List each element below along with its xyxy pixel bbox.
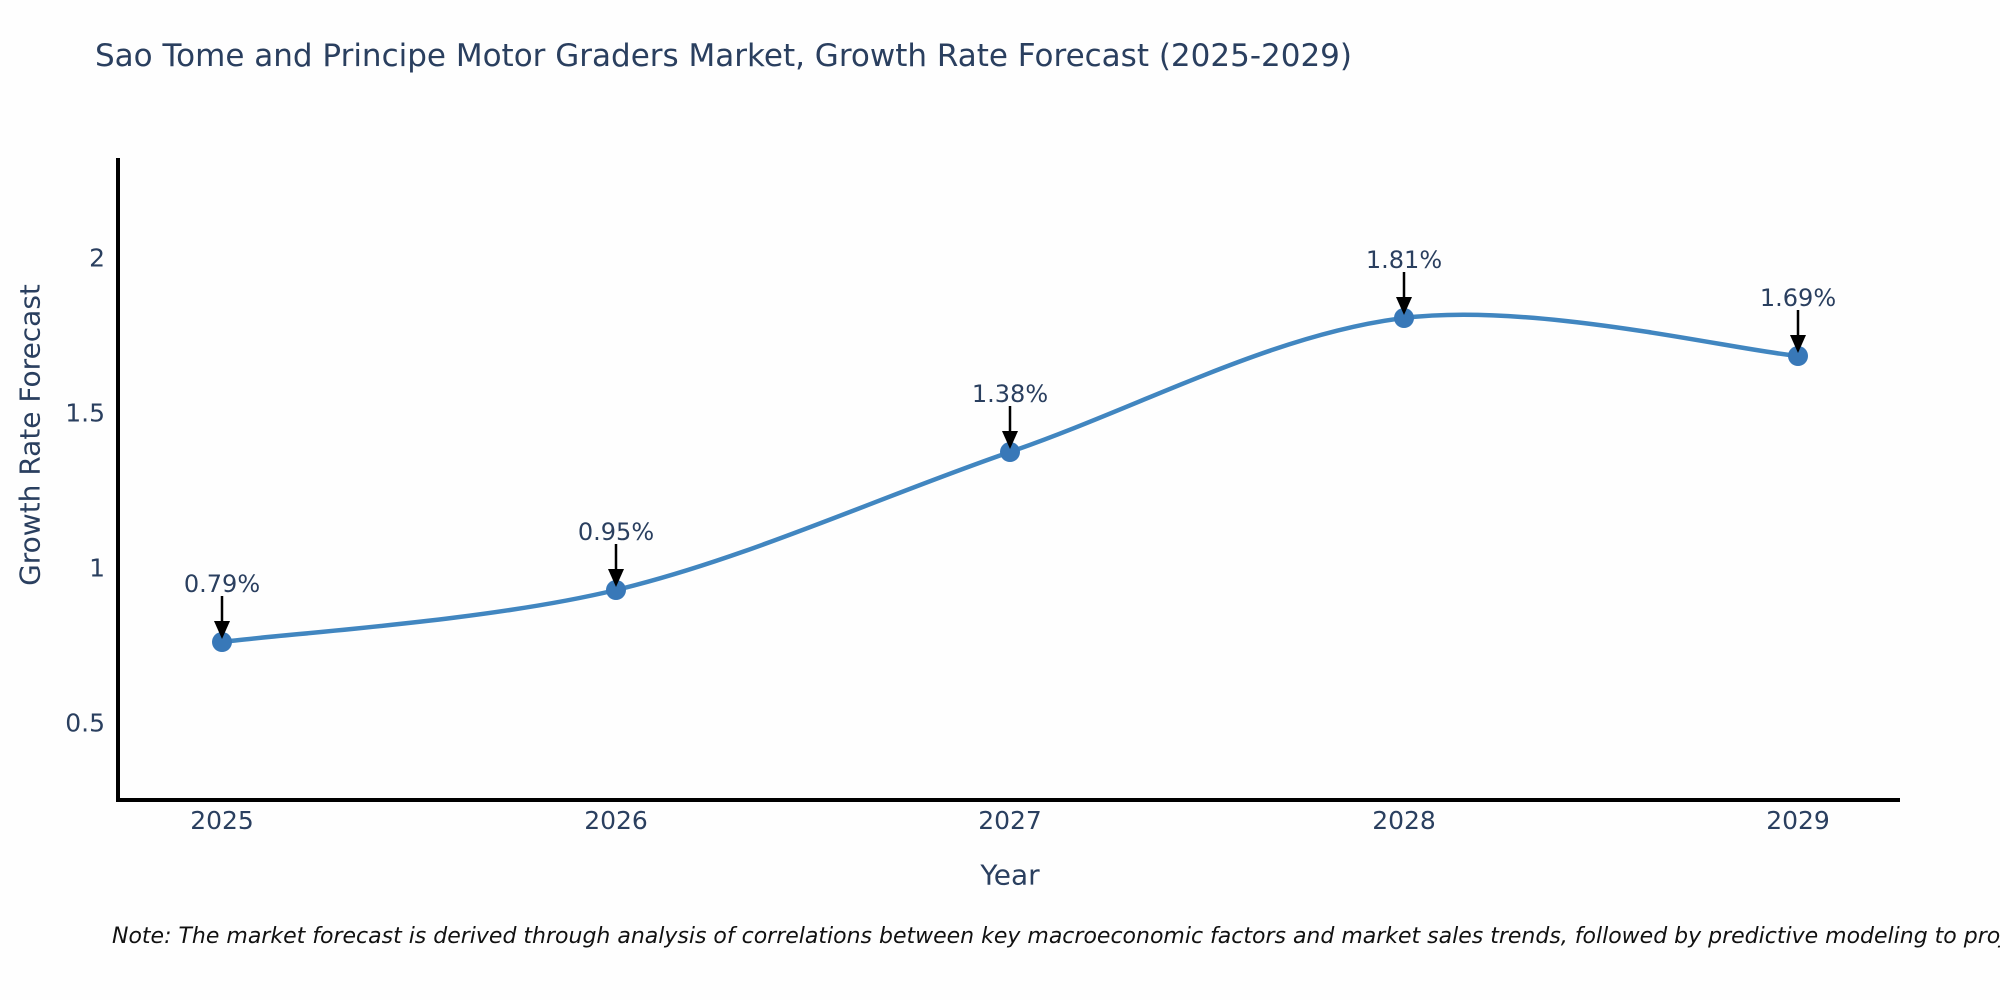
annotation-label-2025: 0.79% (183, 570, 261, 598)
x-tick-2027: 2027 (978, 806, 1042, 835)
annotation-label-2029: 1.69% (1759, 284, 1837, 312)
annotation-label-2026: 0.95% (577, 518, 655, 546)
annotation-arrow-2027 (1002, 406, 1018, 449)
data-point-marker-2029 (1788, 346, 1808, 366)
x-tick-2028: 2028 (1372, 806, 1436, 835)
trend-line (219, 312, 1801, 645)
annotation-arrow-2026 (608, 544, 624, 587)
annotation-arrow-2028 (1396, 272, 1412, 315)
y-axis-title: Growth Rate Forecast (13, 284, 47, 586)
annotation-arrow-2029 (1790, 310, 1806, 353)
annotation-label-2028: 1.81% (1365, 246, 1443, 274)
data-point-marker-2027 (1000, 442, 1020, 462)
x-axis-title: Year (980, 858, 1040, 892)
y-tick-1-5: 1.5 (65, 398, 105, 428)
y-tick-0-5: 0.5 (65, 708, 105, 738)
y-tick-2: 2 (89, 243, 105, 273)
data-point-marker-2028 (1394, 308, 1414, 328)
chart-title: Sao Tome and Principe Motor Graders Mark… (95, 38, 1352, 74)
x-tick-2025: 2025 (190, 806, 254, 835)
y-tick-1: 1 (89, 553, 105, 583)
annotation-label-2027: 1.38% (971, 380, 1049, 408)
x-tick-2029: 2029 (1766, 806, 1830, 835)
data-point-marker-2025 (212, 632, 232, 652)
data-point-marker-2026 (606, 580, 626, 600)
footnote: Note: The market forecast is derived thr… (112, 924, 2000, 949)
annotation-arrow-2025 (214, 596, 230, 639)
x-tick-2026: 2026 (584, 806, 648, 835)
